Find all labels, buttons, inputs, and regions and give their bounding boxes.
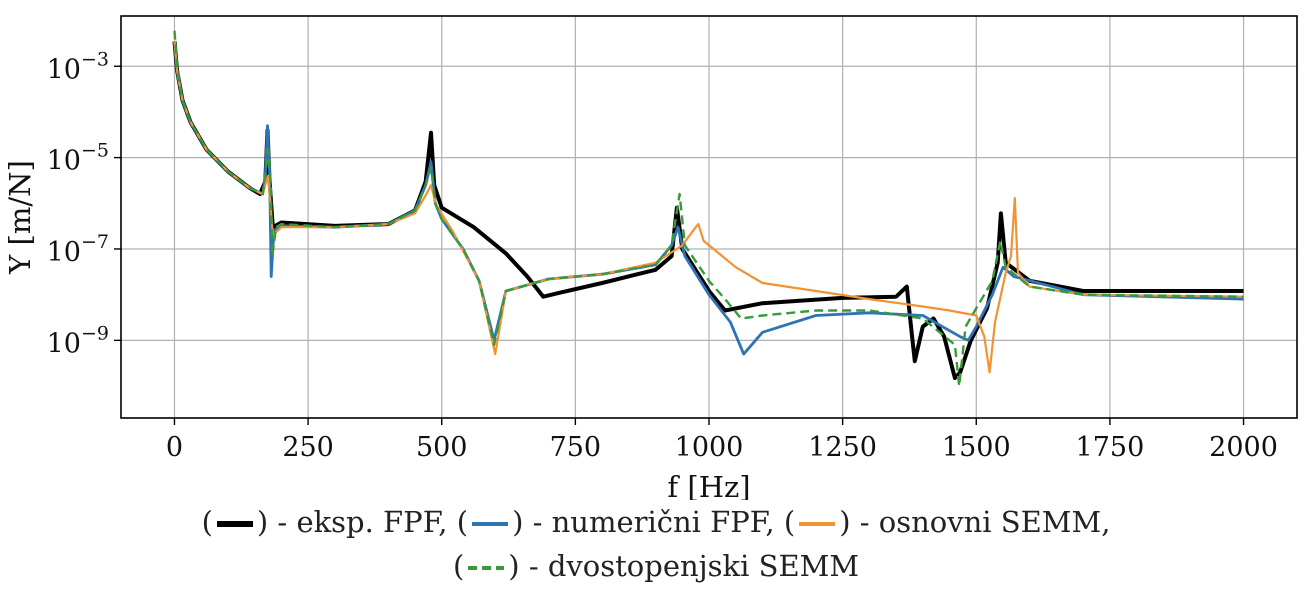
legend: () - eksp. FPF, () - numerični FPF, () -… [0, 500, 1312, 588]
frf-chart: 0 250 500 750 1000 1250 1500 1750 2000 10−310−51… [3, 15, 1298, 500]
series-line-dvostopenjski-semm [173, 30, 1244, 388]
legend-swatch [472, 522, 509, 526]
x-tick-label: 0 [166, 432, 183, 463]
y-tick-label: 10−5 [47, 140, 109, 177]
x-tick-label: 1000 [675, 432, 744, 463]
y-tick-label: 10−9 [47, 322, 109, 359]
legend-entry: () - dvostopenjski SEMM [452, 549, 860, 583]
x-tick-label: 500 [416, 432, 468, 463]
grid-lines [121, 16, 1297, 418]
legend-entry: () - numerični FPF, [456, 505, 784, 539]
x-tick-label: 1500 [942, 432, 1011, 463]
series-layer [172, 30, 1244, 388]
legend-row: () - dvostopenjski SEMM [0, 544, 1312, 588]
y-axis-ticks: 10−3 10−5 10−7 10−9 [47, 48, 121, 359]
x-axis-ticks: 0 250 500 750 1000 1250 1500 1750 2000 [166, 418, 1278, 463]
y-axis-label: Y [m/N] [3, 160, 37, 275]
x-tick-label: 2000 [1209, 432, 1278, 463]
legend-entry: () - osnovni SEMM, [783, 505, 1111, 539]
y-tick-label: 10−3 [47, 48, 109, 85]
legend-entry: () - eksp. FPF, [201, 505, 457, 539]
legend-swatch [216, 521, 253, 527]
x-axis-label: f [Hz] [667, 470, 750, 500]
legend-row: () - eksp. FPF, () - numerični FPF, () -… [0, 500, 1312, 544]
x-tick-label: 250 [282, 432, 334, 463]
legend-swatch [799, 522, 836, 526]
legend-swatch [468, 566, 505, 570]
x-tick-label: 1750 [1076, 432, 1145, 463]
x-tick-label: 1250 [808, 432, 877, 463]
y-tick-label: 10−7 [47, 231, 109, 268]
x-tick-label: 750 [550, 432, 602, 463]
